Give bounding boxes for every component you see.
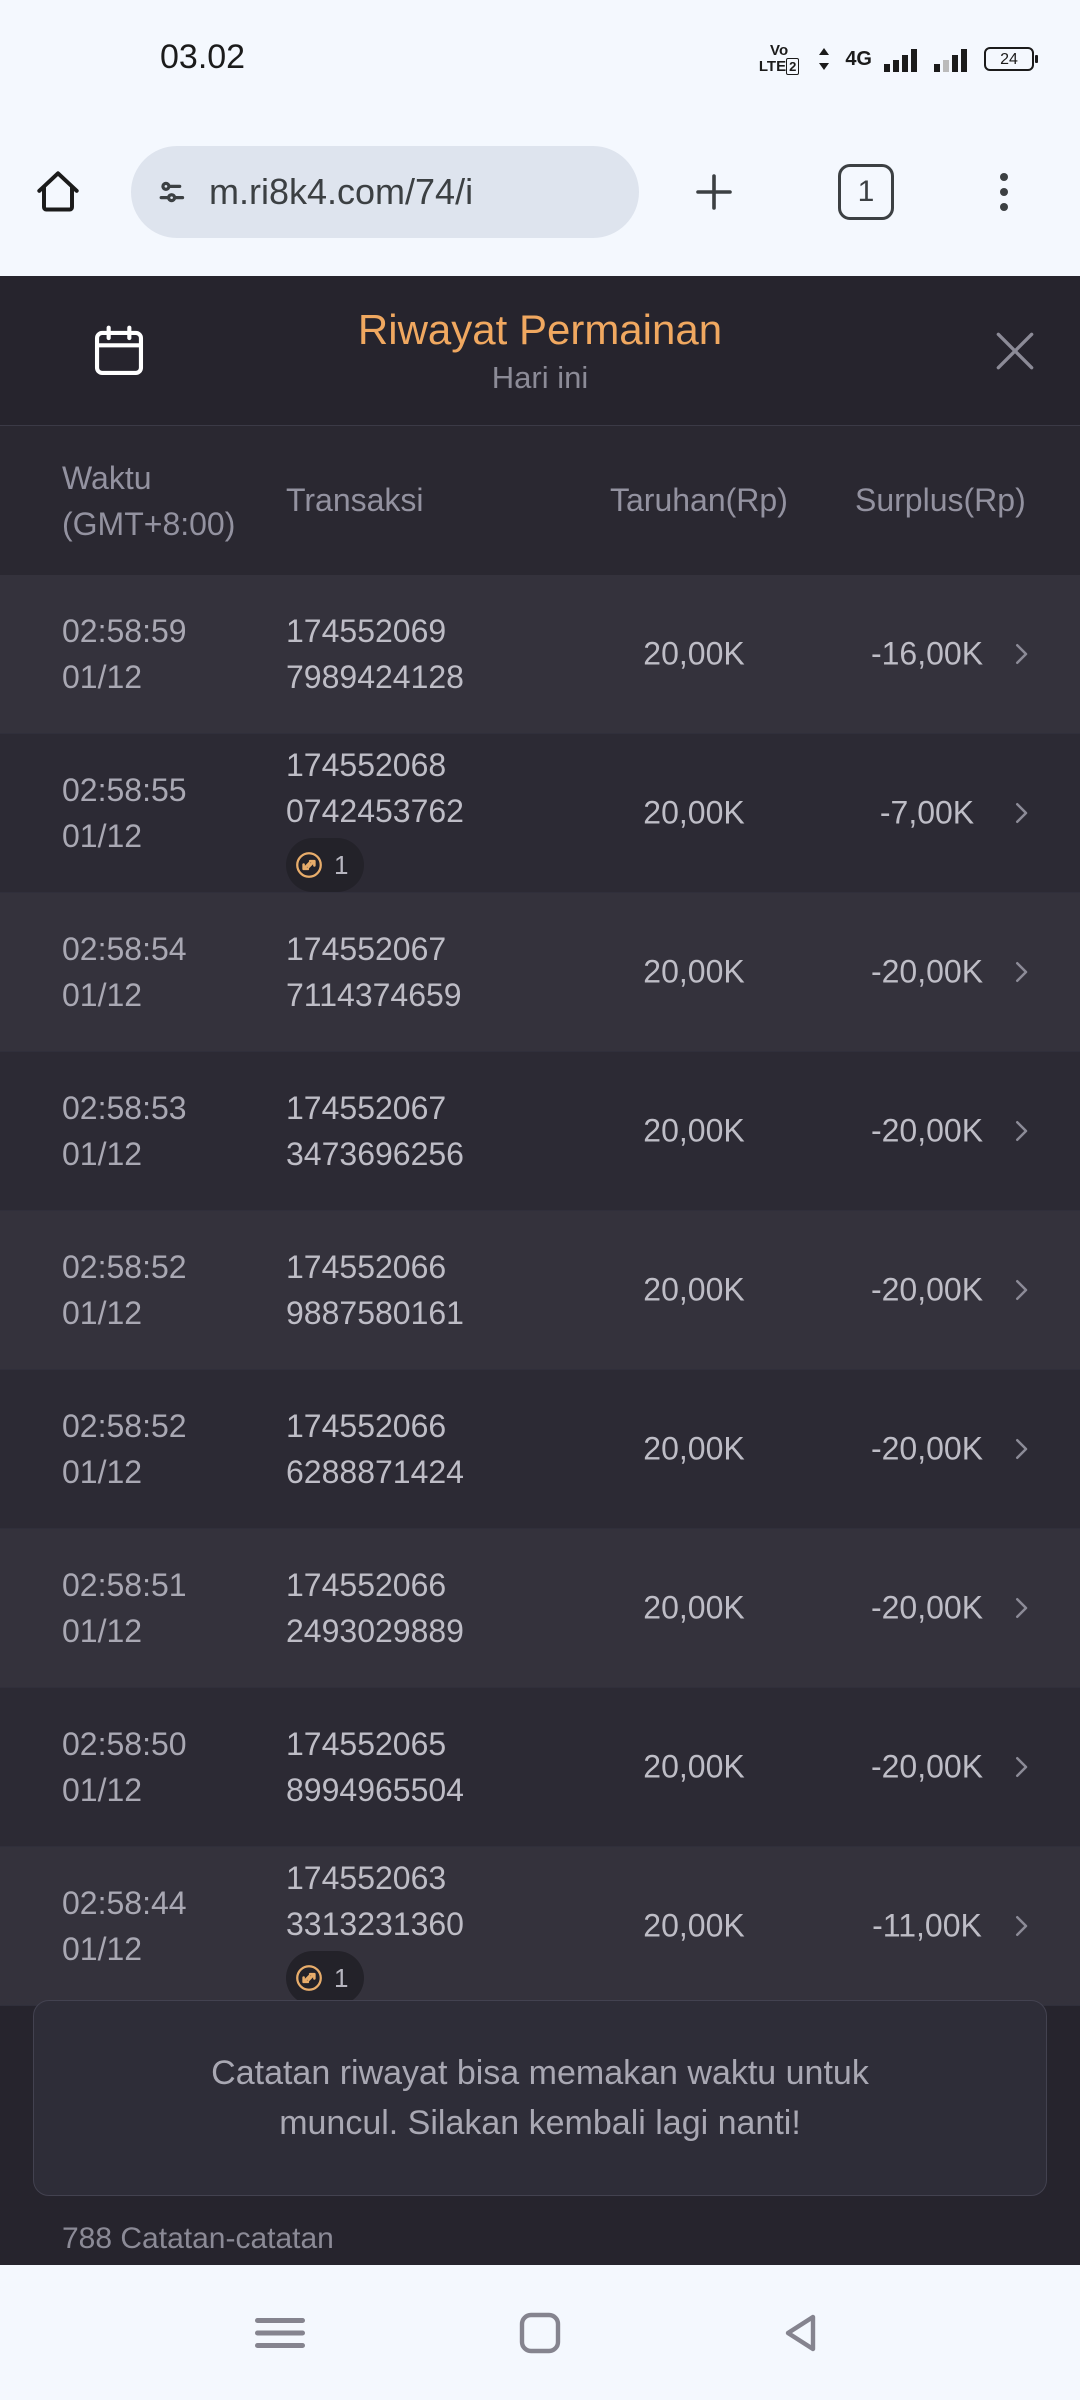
svg-text:24: 24	[1000, 51, 1018, 68]
